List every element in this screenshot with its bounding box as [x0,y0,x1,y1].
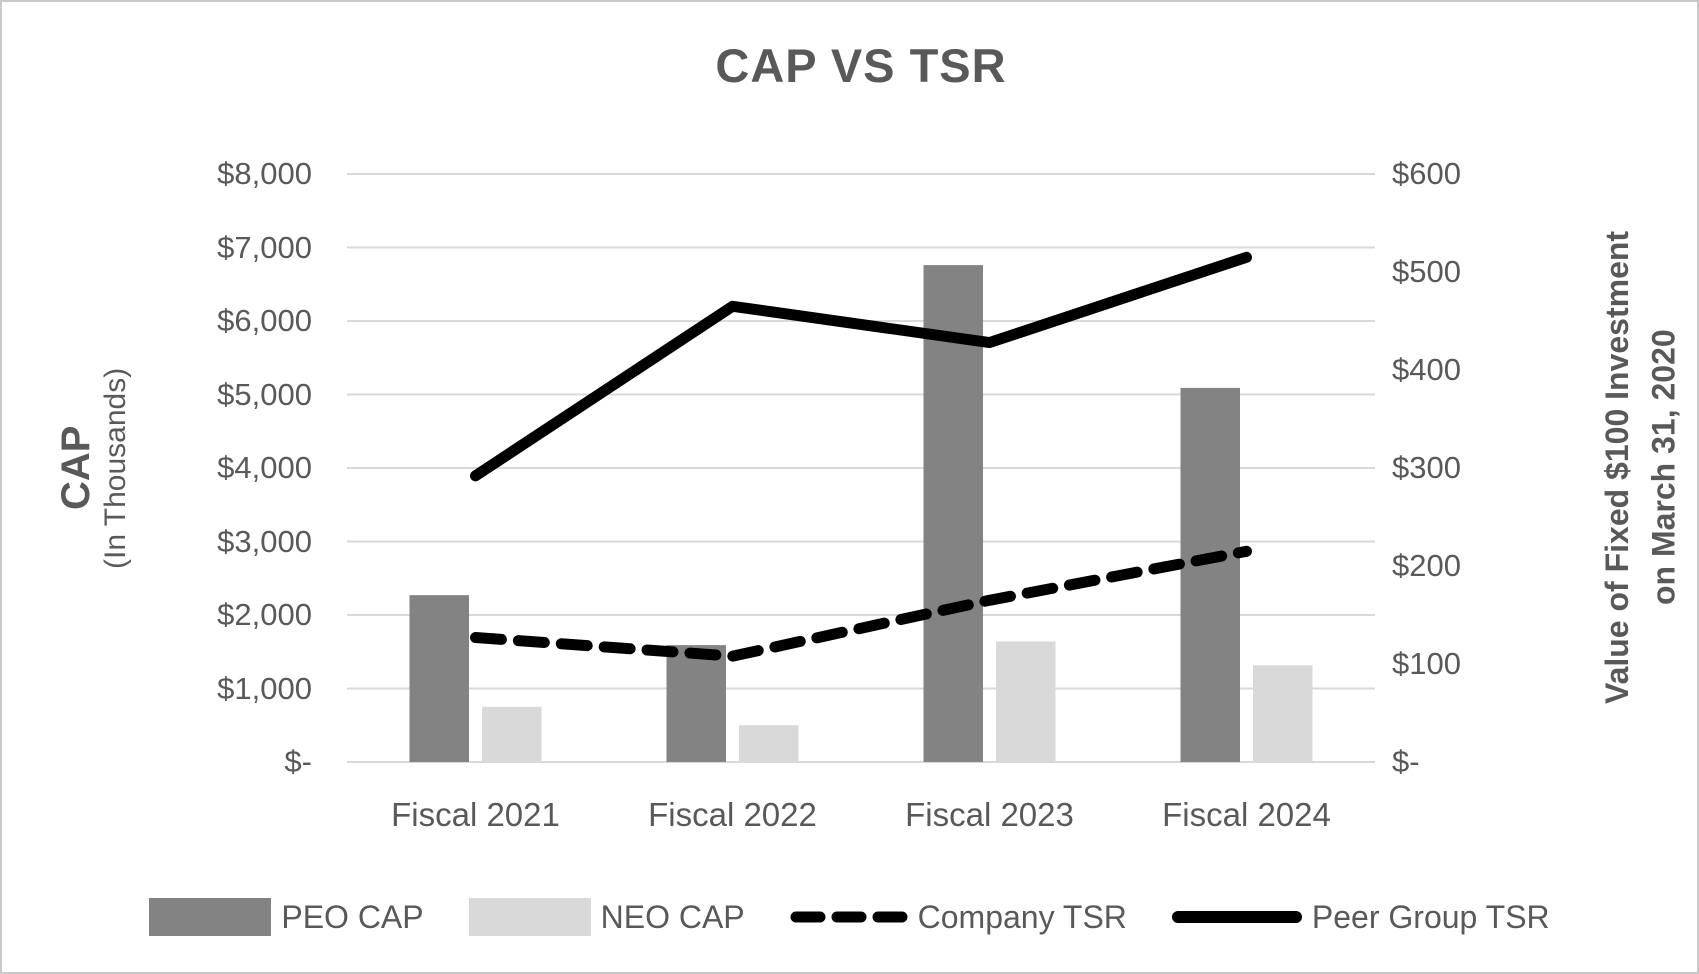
right-tick: $100 [1392,646,1461,681]
line-peer-group-tsr [470,251,1252,482]
bar-neo-cap [482,706,542,762]
plot-svg [347,173,1375,763]
x-label-fiscal-2024: Fiscal 2024 [1162,796,1331,833]
bar-neo-cap [739,725,799,762]
bar-peo-cap [1180,387,1240,762]
right-axis-title: Value of Fixed $100 Investment on March … [1594,122,1687,812]
right-tick: $200 [1392,548,1461,583]
left-tick: $8,000 [217,156,312,191]
bar-neo-cap [1253,665,1313,762]
right-tick: $- [1392,744,1420,779]
left-tick: $3,000 [217,523,312,559]
left-tick: $- [284,744,312,779]
legend-label-neo-cap: NEO CAP [600,898,745,935]
legend-label-company-tsr: Company TSR [917,898,1127,935]
x-label-fiscal-2022: Fiscal 2022 [648,796,817,833]
left-tick: $1,000 [217,670,312,706]
legend: PEO CAP NEO CAP Company TSR Peer Group T… [2,898,1697,936]
bar-peo-cap [666,645,726,762]
neo-cap-swatch [468,898,591,936]
left-axis-ticks: $8,000 $7,000 $6,000 $5,000 $4,000 $3,00… [122,154,312,782]
left-tick: $2,000 [217,597,312,632]
bar-peo-cap [409,595,469,762]
bar-neo-cap [996,641,1056,762]
right-tick: $300 [1392,450,1461,485]
legend-label-peo-cap: PEO CAP [281,898,424,935]
right-axis-title-line2: on March 31, 2020 [1645,329,1682,605]
line-company-tsr [470,545,1252,662]
x-label-fiscal-2021: Fiscal 2021 [391,796,560,833]
chart-title: CAP VS TSR [715,39,1007,92]
right-tick: $600 [1392,156,1461,191]
legend-item-company-tsr: Company TSR [790,899,1127,936]
right-tick: $500 [1392,254,1461,289]
plot-area [347,173,1375,763]
left-axis-title-line1: CAP [54,425,98,511]
legend-item-peer-group-tsr: Peer Group TSR [1171,898,1550,936]
legend-item-peo-cap: PEO CAP [149,898,424,936]
right-tick: $400 [1392,352,1461,387]
bar-peo-cap [923,265,983,762]
legend-label-peer-group-tsr: Peer Group TSR [1311,898,1550,935]
company-tsr-dashed-line-swatch [790,911,908,923]
left-tick: $4,000 [217,450,312,485]
peer-group-tsr-solid-line-swatch [1171,911,1302,923]
x-label-fiscal-2023: Fiscal 2023 [905,796,1074,833]
left-tick: $5,000 [217,376,312,412]
right-axis-title-line1: Value of Fixed $100 Investment [1599,230,1635,704]
peo-cap-swatch [149,898,272,936]
left-tick: $7,000 [217,229,312,265]
x-axis-labels: Fiscal 2021 Fiscal 2022 Fiscal 2023 Fisc… [347,796,1375,834]
legend-item-neo-cap: NEO CAP [468,898,745,936]
right-axis-ticks: $600 $500 $400 $300 $200 $100 $- [1392,154,1552,782]
left-tick: $6,000 [217,303,312,338]
